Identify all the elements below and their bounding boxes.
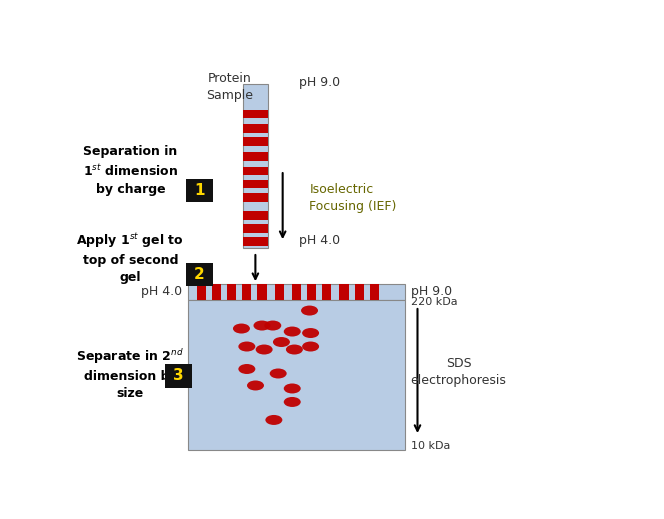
Bar	[227, 284, 236, 299]
Bar	[242, 284, 252, 299]
Text: pH 9.0: pH 9.0	[411, 285, 452, 298]
Bar	[212, 284, 221, 299]
Ellipse shape	[302, 342, 319, 351]
Bar	[243, 237, 268, 246]
Bar	[355, 284, 364, 299]
Text: pH 4.0: pH 4.0	[299, 234, 340, 247]
Bar	[370, 284, 379, 299]
Ellipse shape	[270, 368, 287, 378]
Ellipse shape	[284, 397, 301, 407]
Ellipse shape	[284, 326, 301, 336]
Bar	[243, 224, 268, 233]
Text: pH 4.0: pH 4.0	[141, 285, 183, 298]
Ellipse shape	[254, 321, 270, 331]
Text: Separation in
1$^{st}$ dimension
by charge: Separation in 1$^{st}$ dimension by char…	[83, 145, 178, 196]
Ellipse shape	[302, 328, 319, 338]
Text: pH 9.0: pH 9.0	[299, 76, 340, 89]
Ellipse shape	[264, 321, 282, 331]
Text: SDS
electrophoresis: SDS electrophoresis	[411, 357, 507, 387]
Bar	[275, 284, 284, 299]
Text: 3: 3	[173, 368, 183, 384]
Bar	[258, 284, 267, 299]
Bar	[186, 263, 212, 286]
Bar	[243, 152, 268, 160]
Ellipse shape	[301, 306, 318, 316]
Bar	[322, 284, 331, 299]
Text: Separate in 2$^{nd}$
dimension by
size: Separate in 2$^{nd}$ dimension by size	[76, 348, 184, 401]
Bar	[243, 110, 268, 118]
Ellipse shape	[286, 345, 303, 354]
Bar	[189, 300, 404, 450]
Ellipse shape	[238, 364, 256, 374]
Text: Protein
Sample: Protein Sample	[206, 72, 253, 102]
Text: 10 kDa: 10 kDa	[411, 441, 450, 451]
Bar	[186, 179, 212, 202]
Bar	[165, 364, 192, 388]
Text: 2: 2	[194, 267, 205, 282]
Ellipse shape	[284, 384, 301, 393]
Text: Apply 1$^{st}$ gel to
top of second
gel: Apply 1$^{st}$ gel to top of second gel	[76, 232, 185, 284]
Bar	[243, 180, 268, 188]
Ellipse shape	[266, 415, 282, 425]
Bar	[243, 84, 268, 248]
Bar	[243, 211, 268, 220]
Ellipse shape	[273, 337, 290, 347]
Bar	[189, 284, 404, 299]
Text: 220 kDa: 220 kDa	[411, 297, 457, 307]
Text: 1: 1	[194, 183, 205, 198]
Bar	[243, 193, 268, 201]
Bar	[243, 138, 268, 146]
Text: Isoelectric
Focusing (IEF): Isoelectric Focusing (IEF)	[309, 183, 397, 213]
Bar	[243, 125, 268, 133]
Bar	[243, 167, 268, 175]
Bar	[339, 284, 349, 299]
Ellipse shape	[256, 345, 273, 354]
Ellipse shape	[247, 380, 264, 390]
Ellipse shape	[233, 323, 250, 334]
Ellipse shape	[238, 342, 256, 351]
Bar	[197, 284, 206, 299]
Bar	[292, 284, 301, 299]
Bar	[307, 284, 316, 299]
